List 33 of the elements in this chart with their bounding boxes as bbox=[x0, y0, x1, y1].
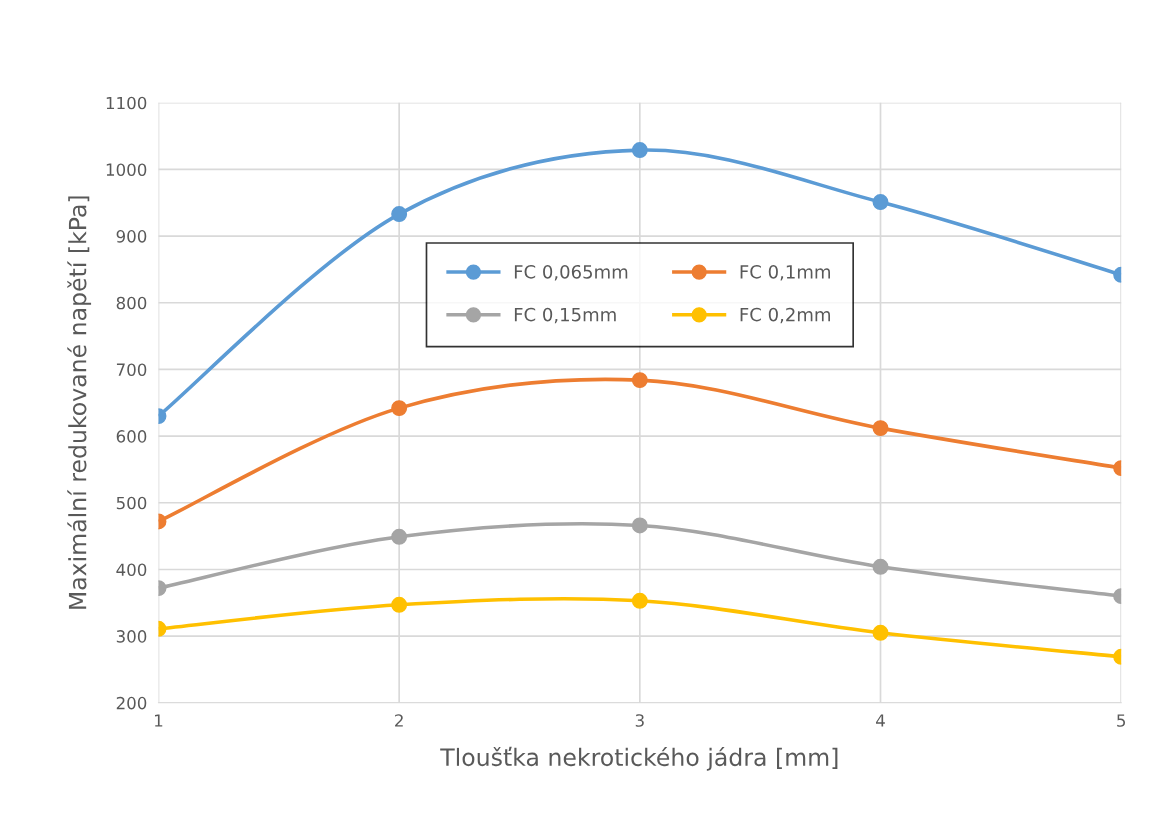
point bbox=[631, 592, 648, 609]
point bbox=[872, 558, 889, 575]
x-tick-label: 3 bbox=[635, 714, 644, 727]
y-tick-label: 200 bbox=[116, 696, 147, 710]
point bbox=[872, 420, 889, 437]
y-tick-label: 700 bbox=[116, 363, 147, 377]
y-tick-label: 500 bbox=[116, 496, 147, 510]
y-tick-label: 1100 bbox=[106, 96, 147, 110]
y-axis-title: Maximální redukované napětí [kPa] bbox=[67, 196, 92, 609]
point bbox=[631, 372, 648, 389]
y-tick-label: 1000 bbox=[106, 163, 147, 176]
point bbox=[391, 528, 408, 545]
legend-label: FC 0,1mm bbox=[740, 264, 830, 281]
legend-label: FC 0,2mm bbox=[740, 307, 830, 324]
y-tick-label: 900 bbox=[116, 230, 147, 243]
point bbox=[391, 206, 408, 223]
point bbox=[872, 624, 889, 641]
y-tick-label: 400 bbox=[116, 563, 147, 577]
x-tick-label: 1 bbox=[155, 714, 163, 727]
point bbox=[391, 400, 408, 417]
x-axis-title: Tloušťka nekrotického jádra [mm] bbox=[440, 746, 838, 771]
y-tick-label: 800 bbox=[116, 296, 147, 310]
point bbox=[631, 142, 648, 159]
x-tick-label: 5 bbox=[1117, 714, 1126, 727]
point bbox=[872, 194, 889, 211]
y-tick-label: 300 bbox=[116, 630, 147, 643]
legend-label: FC 0,065mm bbox=[514, 264, 628, 281]
x-tick-label: 4 bbox=[876, 714, 885, 727]
point bbox=[631, 517, 648, 534]
point bbox=[391, 596, 408, 613]
y-tick-label: 600 bbox=[116, 430, 147, 443]
legend-label: FC 0,15mm bbox=[514, 307, 616, 324]
x-tick-label: 2 bbox=[395, 714, 403, 727]
